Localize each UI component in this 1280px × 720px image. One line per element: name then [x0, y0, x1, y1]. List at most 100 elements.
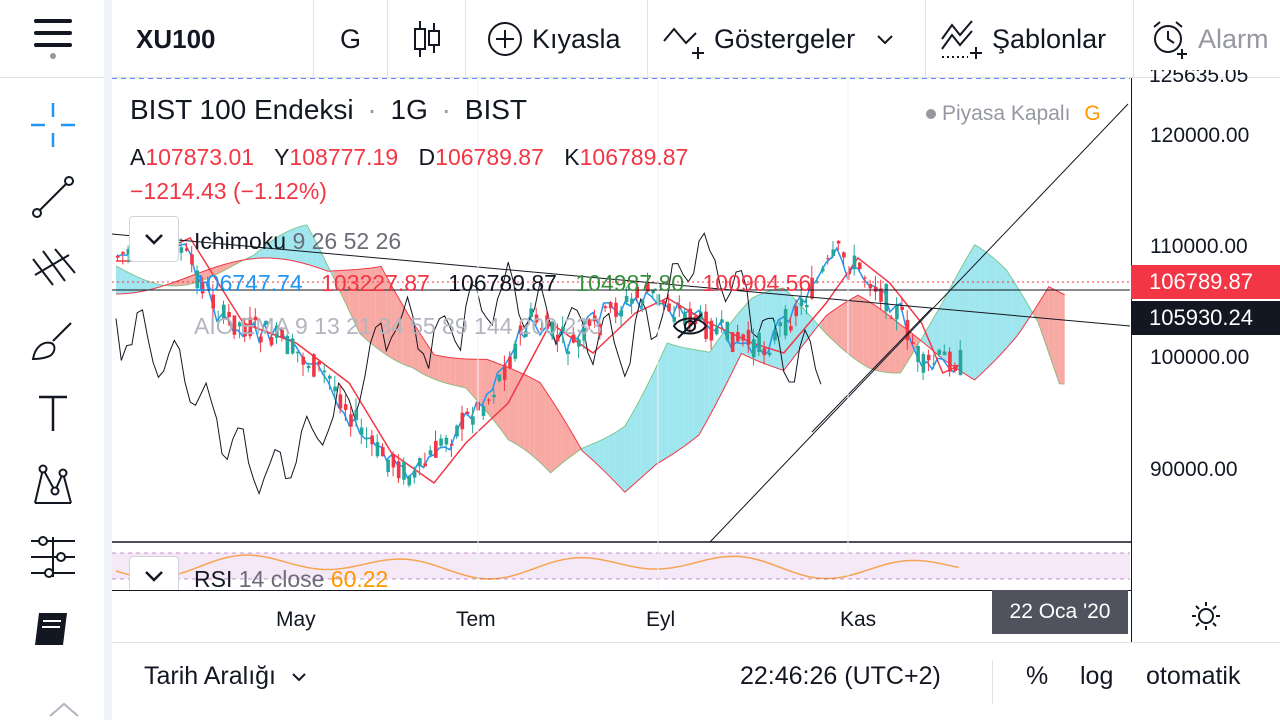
- candle-body: [497, 374, 502, 382]
- brush-tool[interactable]: [26, 314, 80, 368]
- legend-collapse-button[interactable]: [129, 216, 179, 262]
- alarm-button[interactable]: Alarm: [1134, 0, 1280, 78]
- ichimoku-cloud-segment: [381, 266, 387, 355]
- ichimoku-cloud-segment: [412, 321, 419, 372]
- ichimoku-cloud-segment: [375, 266, 381, 352]
- candle-body: [624, 296, 629, 303]
- pitchfork-tool[interactable]: [26, 242, 80, 296]
- divider: [992, 660, 993, 704]
- candle-body: [471, 416, 475, 425]
- candle-body: [937, 349, 942, 355]
- candle-body: [879, 288, 883, 302]
- price-tick-top: 125635.05: [1149, 70, 1249, 87]
- ichimoku-cloud-segment: [301, 224, 307, 265]
- chart-type-button[interactable]: [388, 0, 466, 78]
- interval-button[interactable]: G: [314, 0, 388, 78]
- rsi-legend[interactable]: RSI 14 close 60.22: [194, 566, 388, 593]
- ichimoku-cloud-segment: [1032, 303, 1039, 323]
- measure-tool[interactable]: [26, 530, 80, 584]
- trendline-tool[interactable]: [26, 170, 80, 224]
- legend-sep: ·: [367, 94, 377, 125]
- ema-params: 9 13 21 34 55 89 144 200 233: [294, 313, 602, 339]
- candle-body: [619, 310, 624, 317]
- ichimoku-cloud-segment: [322, 255, 328, 272]
- ichimoku-cloud-segment: [836, 304, 843, 349]
- ideas-tool[interactable]: [26, 602, 80, 656]
- compare-button[interactable]: Kıyasla: [466, 0, 648, 78]
- candle-body: [237, 322, 242, 327]
- ichimoku-cloud-segment: [513, 369, 519, 446]
- candle-body: [243, 324, 247, 337]
- candle-body: [889, 318, 894, 320]
- auto-scale-button[interactable]: otomatik: [1146, 662, 1241, 690]
- ichimoku-cloud-segment: [704, 351, 710, 426]
- candle-body: [932, 363, 936, 365]
- ichimoku-cloud-segment: [508, 367, 514, 443]
- indicators-button[interactable]: Göstergeler: [648, 0, 926, 78]
- close-value: 106789.87: [579, 144, 689, 170]
- candle-body: [222, 304, 226, 320]
- candles-icon: [413, 21, 440, 57]
- ichimoku-legend[interactable]: Ichimoku 9 26 52 26: [194, 228, 401, 255]
- candle-body: [741, 334, 745, 341]
- candle-body: [911, 342, 915, 344]
- measure-icon: [31, 536, 75, 578]
- candle-body: [942, 351, 947, 356]
- candle-body: [540, 327, 544, 331]
- candle-body: [365, 437, 369, 440]
- ichimoku-cloud-segment: [661, 343, 668, 461]
- log-scale-button[interactable]: log: [1080, 662, 1114, 690]
- ichimoku-cloud-segment: [439, 355, 445, 383]
- menu-button[interactable]: [0, 0, 106, 78]
- text-icon: [39, 395, 67, 431]
- candle-body: [508, 356, 512, 369]
- price-chart[interactable]: [112, 78, 1280, 642]
- ichimoku-cloud-segment: [799, 304, 805, 350]
- symbol-search-button[interactable]: XU100: [106, 0, 314, 78]
- base-value: 103227.87: [321, 270, 430, 296]
- ichimoku-cloud-segment: [677, 346, 684, 451]
- price-tick: 100000.00: [1150, 346, 1250, 369]
- ichimoku-cloud-segment: [603, 436, 609, 476]
- lagging-span-line: [115, 232, 822, 496]
- templates-label: Şablonlar: [992, 23, 1107, 54]
- ichimoku-cloud-segment: [847, 298, 853, 358]
- ema-legend[interactable]: AIO EMA 9 13 21 34 55 89 144 200 233: [194, 313, 602, 340]
- candle-body: [709, 320, 714, 341]
- rsi-collapse-button[interactable]: [129, 556, 179, 590]
- timezone-clock[interactable]: 22:46:26 (UTC+2): [740, 662, 941, 690]
- time-axis[interactable]: [112, 590, 1132, 642]
- high-value: 108777.19: [289, 144, 399, 170]
- ichimoku-cloud-segment: [985, 251, 991, 371]
- candle-body: [513, 343, 518, 359]
- ichimoku-cloud-segment: [879, 308, 885, 373]
- ichimoku-cloud-segment: [121, 268, 127, 294]
- candle-body: [805, 304, 809, 308]
- pattern-tool[interactable]: [26, 458, 80, 512]
- text-tool[interactable]: [26, 386, 80, 440]
- ichimoku-cloud-segment: [767, 289, 774, 367]
- candle-body: [381, 447, 385, 457]
- chart-settings-button[interactable]: [1131, 590, 1280, 642]
- candle-body: [561, 326, 565, 332]
- status-dot: [926, 109, 936, 120]
- candle-body: [428, 450, 433, 456]
- templates-button[interactable]: Şablonlar: [926, 0, 1134, 78]
- ichimoku-cloud-segment: [476, 359, 482, 406]
- drawing-toolbar: [0, 78, 106, 720]
- date-range-button[interactable]: Tarih Aralığı: [144, 662, 309, 691]
- candle-body: [359, 427, 364, 435]
- chart-pane[interactable]: [112, 78, 1280, 642]
- leading-b-value: 100904.56: [702, 270, 812, 296]
- percent-scale-button[interactable]: %: [1026, 662, 1049, 690]
- ichimoku-cloud-segment: [1006, 269, 1012, 349]
- candle-body: [434, 440, 438, 458]
- ichimoku-values: 106747.74 103227.87 106789.87 104987.80 …: [194, 270, 823, 297]
- symbol-legend[interactable]: BIST 100 Endeksi · 1G · BIST: [130, 94, 533, 126]
- candle-body: [216, 319, 221, 322]
- candle-body: [550, 321, 555, 337]
- chevron-up-icon[interactable]: [44, 698, 84, 720]
- candle-body: [290, 338, 295, 354]
- crosshair-tool[interactable]: [26, 98, 80, 152]
- hidden-eye-icon[interactable]: [672, 310, 708, 342]
